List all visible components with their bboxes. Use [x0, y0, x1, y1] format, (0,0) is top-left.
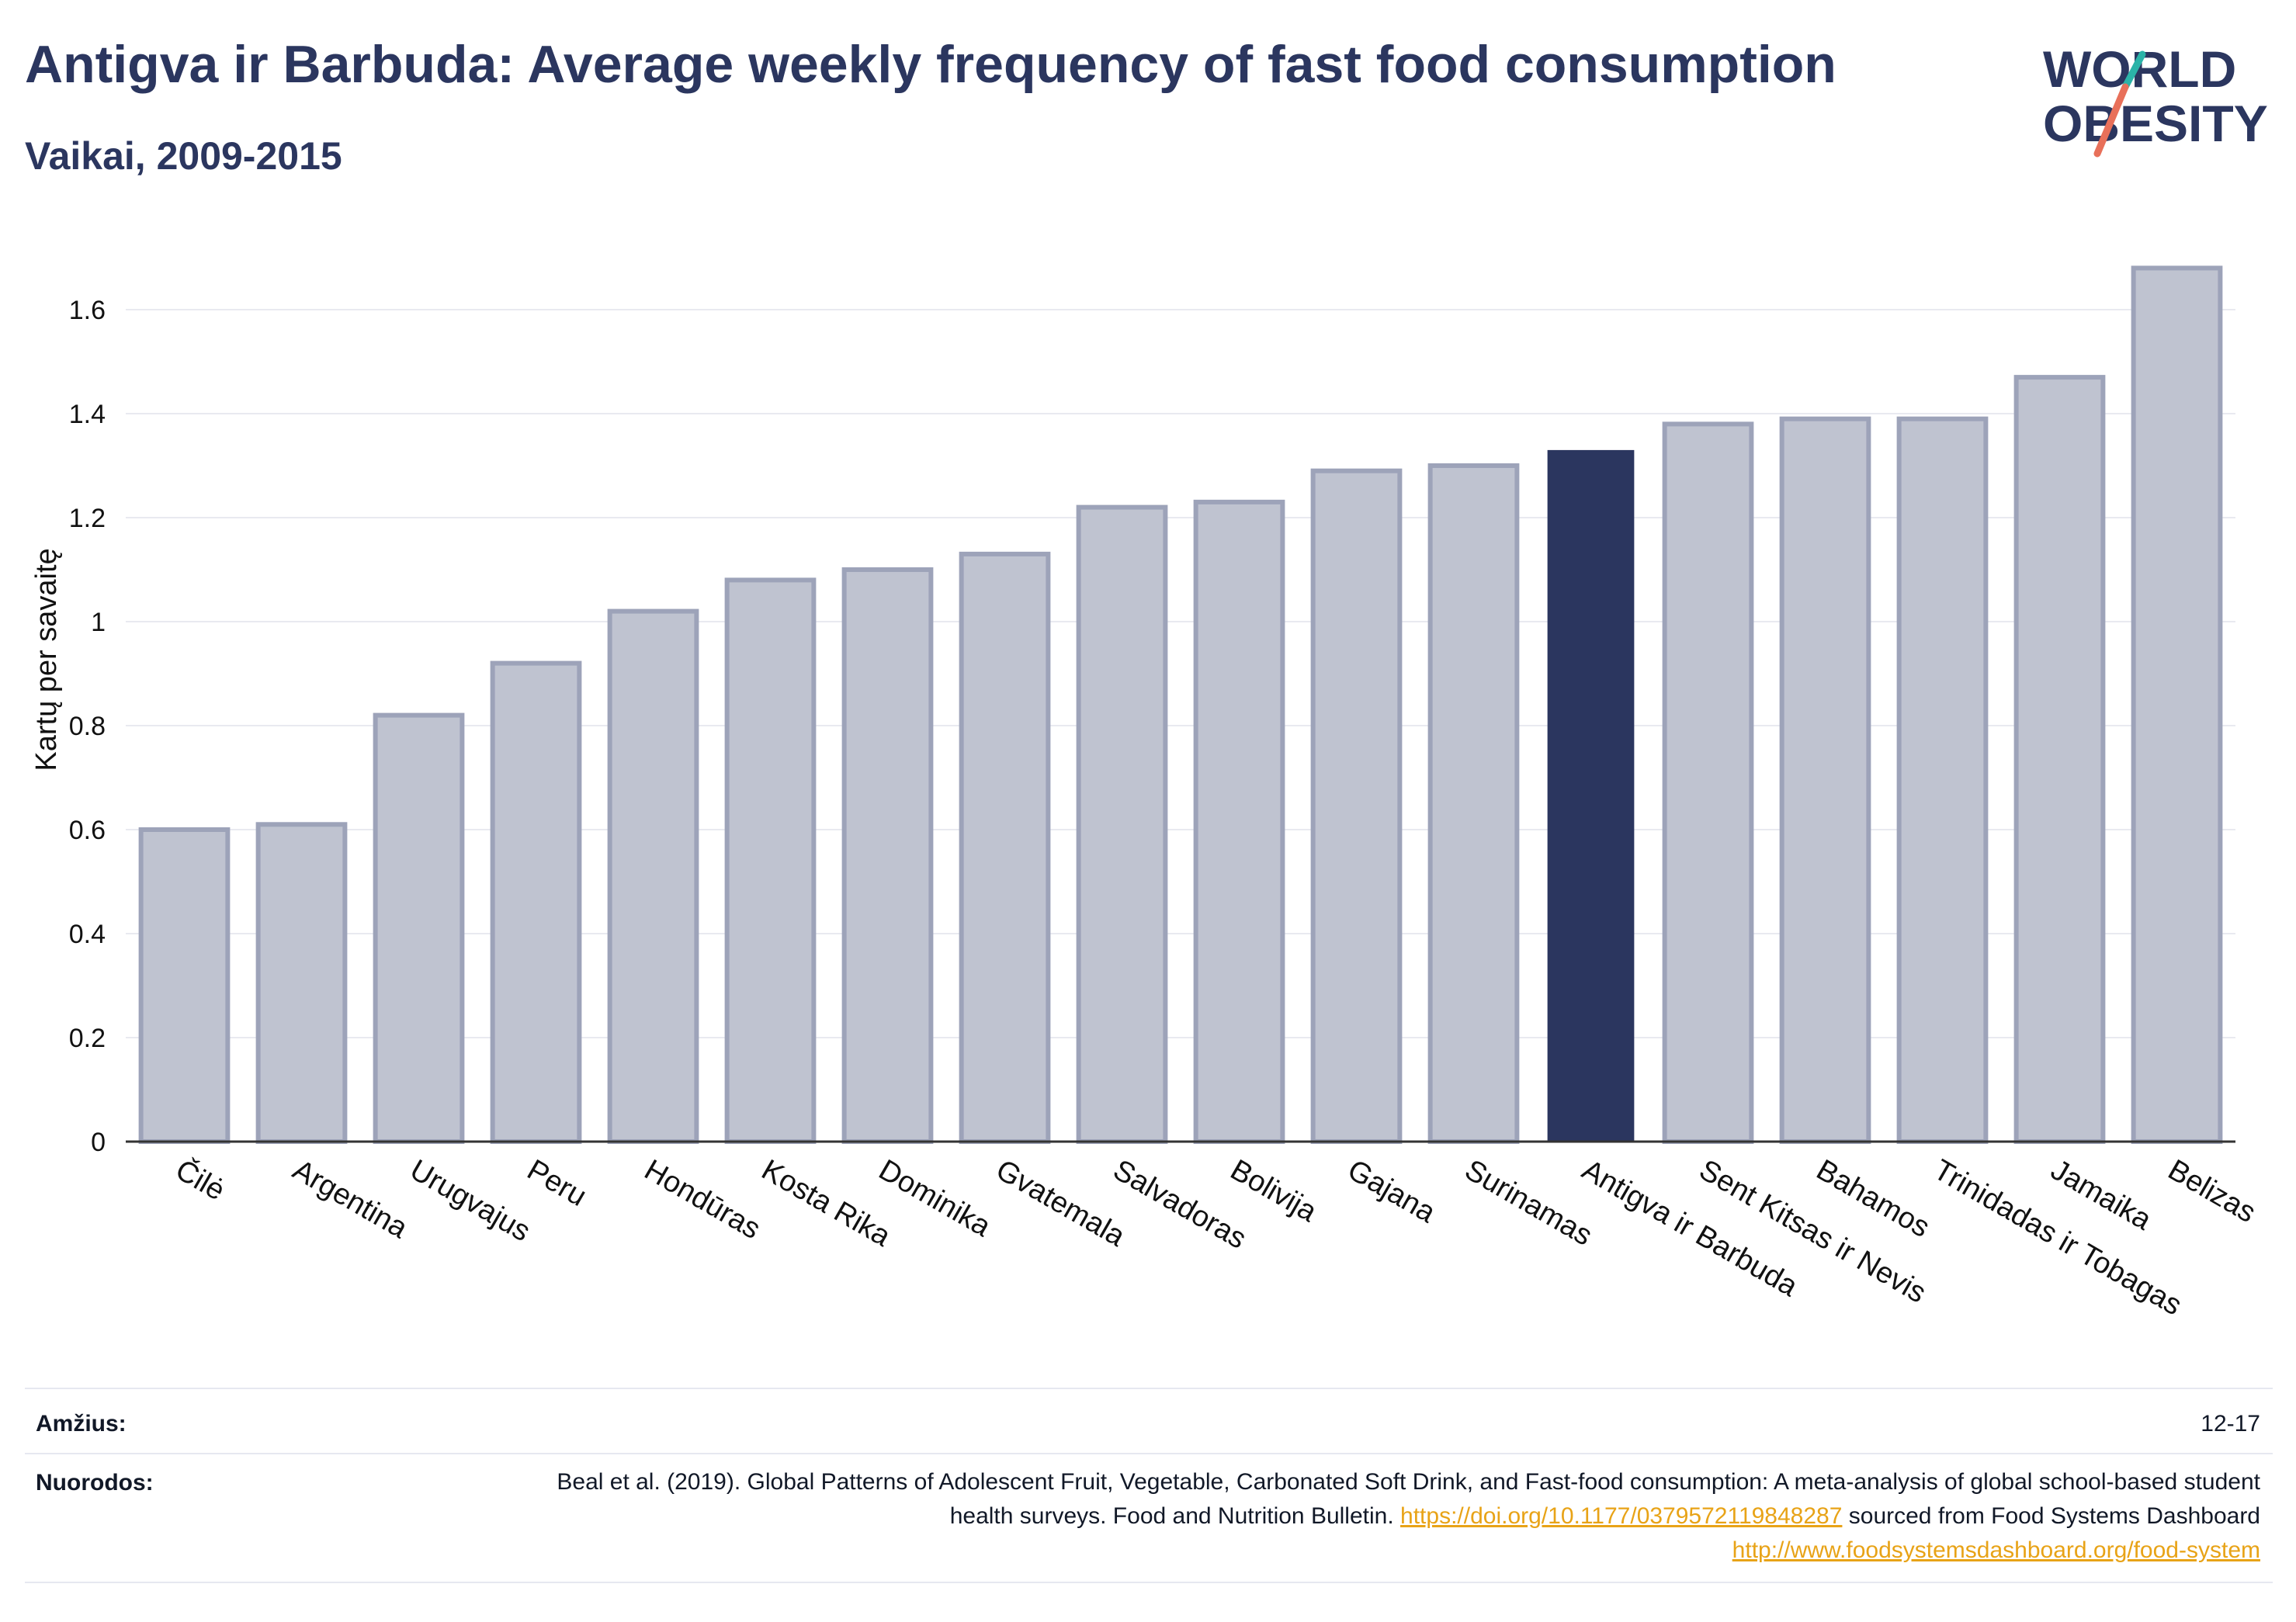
x-tick-label: Belizas	[2162, 1153, 2261, 1229]
age-label: Amžius:	[36, 1411, 127, 1437]
bar-12	[1547, 449, 1635, 1142]
y-tick-label: 0	[91, 1128, 106, 1157]
logo-line-2: OBESITY	[2043, 95, 2268, 152]
y-tick-label: 1.2	[69, 504, 106, 533]
footer-divider-top	[25, 1388, 2273, 1389]
doi-link[interactable]: https://doi.org/10.1177/0379572119848287	[1400, 1503, 1843, 1529]
logo-slash-coral	[2093, 83, 2129, 158]
bar-13	[1662, 421, 1754, 1144]
reference-source: sourced from Food Systems Dashboard	[1848, 1503, 2260, 1529]
page-title: Antigva ir Barbuda: Average weekly frequ…	[25, 35, 1836, 94]
y-tick-label: 1.4	[69, 400, 106, 429]
bars	[138, 265, 2223, 1145]
bar-0	[138, 827, 231, 1144]
bar-14	[1779, 416, 1871, 1144]
x-tick-label: Peru	[522, 1153, 592, 1213]
grid-lines	[126, 309, 2235, 1038]
footer-divider-bottom	[25, 1582, 2273, 1583]
x-tick-label: Antigva ir Barbuda	[1576, 1153, 1803, 1303]
x-tick-label: Surinamas	[1459, 1153, 1597, 1252]
food-systems-link[interactable]: http://www.foodsystemsdashboard.org/food…	[1732, 1537, 2260, 1563]
x-tick-label: Bolivija	[1225, 1153, 1323, 1229]
world-obesity-logo: WORLD OBESITY	[2043, 40, 2268, 158]
bar-9	[1193, 499, 1285, 1144]
age-value: 12-17	[2201, 1411, 2260, 1437]
bar-8	[1076, 504, 1168, 1144]
y-tick-label: 0.4	[69, 920, 106, 949]
bar-15	[1896, 416, 1989, 1144]
y-tick-label: 1	[91, 608, 106, 637]
bar-chart: 0 0.2 0.4 0.6 0.8 1 1.2 1.4 1.6 Čilė ArgentinaUru…	[30, 265, 2261, 1322]
bar-17	[2131, 265, 2223, 1144]
x-tick-label: Salvadoras	[1108, 1153, 1252, 1255]
logo-line-1: WORLD	[2043, 40, 2236, 98]
page-subtitle: Vaikai, 2009-2015	[25, 134, 342, 178]
bar-1	[255, 822, 348, 1145]
y-tick-label: 0.2	[69, 1024, 106, 1053]
x-tick-label: Gvatemala	[990, 1153, 1131, 1253]
bar-4	[607, 608, 699, 1144]
y-axis-label: Kartų per savaitę	[30, 548, 63, 771]
bar-5	[724, 577, 817, 1144]
bar-2	[373, 712, 465, 1144]
references-label: Nuorodos:	[36, 1470, 154, 1495]
x-tick-label: Čilė	[170, 1152, 231, 1208]
references-text: Beal et al. (2019). Global Patterns of A…	[553, 1465, 2260, 1568]
x-tick-label: Urugvajus	[404, 1153, 536, 1248]
x-tick-label: Kosta Rika	[756, 1153, 897, 1253]
x-tick-label: Gajana	[1342, 1153, 1441, 1229]
footer-divider-middle	[25, 1453, 2273, 1454]
y-tick-label: 0.6	[69, 816, 106, 845]
bar-3	[490, 660, 582, 1144]
x-tick-label: Argentina	[287, 1153, 414, 1245]
reference-citation: Beal et al. (2019). Global Patterns of A…	[557, 1469, 2260, 1529]
bar-16	[2013, 375, 2106, 1145]
bar-7	[959, 551, 1051, 1144]
bar-6	[841, 567, 934, 1144]
y-tick-label: 1.6	[69, 296, 106, 325]
bar-11	[1427, 463, 1520, 1144]
y-axis-ticks: 0 0.2 0.4 0.6 0.8 1 1.2 1.4 1.6	[69, 296, 106, 1157]
logo-slash-teal	[2121, 50, 2146, 91]
x-tick-label: Hondūras	[639, 1153, 766, 1246]
bar-10	[1310, 468, 1403, 1144]
y-tick-label: 0.8	[69, 712, 106, 741]
